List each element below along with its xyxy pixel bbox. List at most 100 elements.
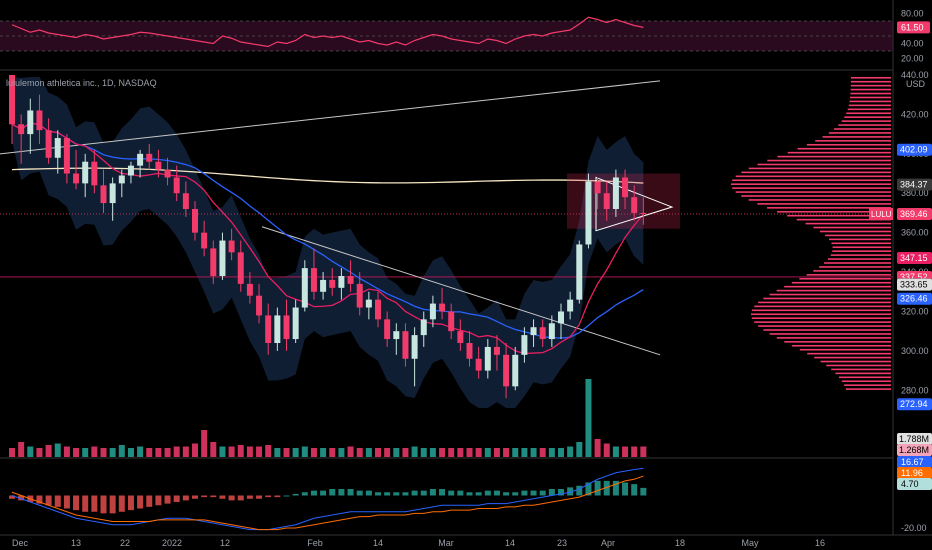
macd-value-badge: [897, 478, 932, 490]
volume-bar: [118, 445, 125, 457]
volume-profile-bar: [844, 116, 891, 118]
ma-20-line: [11, 122, 644, 355]
rsi-axis-tick: 20.00: [901, 54, 924, 64]
volume-bar: [210, 442, 217, 457]
candle-body: [338, 276, 345, 288]
volume-bar: [466, 448, 473, 457]
macd-histogram-bar: [292, 493, 299, 496]
volume-profile-bar: [730, 183, 891, 185]
candle-body: [201, 232, 208, 249]
volume-profile-bar: [777, 155, 891, 158]
candle-body: [310, 268, 317, 292]
volume-bar: [567, 446, 574, 457]
macd-histogram-bar: [329, 489, 336, 496]
macd-histogram-bar: [457, 490, 464, 496]
volume-bar: [539, 448, 546, 457]
volume-profile-bar: [847, 108, 891, 111]
volume-bar: [219, 446, 226, 457]
macd-histogram-bar: [475, 492, 482, 496]
volume-profile-bar: [844, 384, 891, 386]
volume-profile-bar: [846, 112, 891, 115]
volume-profile-bar: [791, 281, 891, 284]
volume-bar: [530, 448, 537, 457]
volume-profile-bar: [813, 226, 891, 229]
volume-profile-bar: [776, 337, 891, 339]
volume-profile-bar: [767, 207, 891, 209]
volume-profile-bar: [735, 191, 891, 193]
macd-histogram-bar: [365, 490, 372, 496]
macd-histogram-bar: [347, 489, 354, 496]
candle-body: [594, 181, 601, 194]
volume-profile-bar: [758, 301, 891, 304]
volume-bar: [228, 446, 235, 457]
price-label: 272.94: [900, 399, 928, 409]
candle-body: [274, 315, 281, 343]
price-label-badge: [897, 208, 932, 221]
volume-profile-bar: [822, 136, 891, 138]
macd-histogram-bar: [63, 495, 70, 509]
candle-body: [100, 185, 107, 204]
volume-profile-bar: [767, 159, 891, 162]
volume-bar: [73, 448, 80, 457]
price-label: 369.46: [900, 209, 928, 219]
volume-bar: [127, 448, 134, 457]
price-label: 402.09: [900, 145, 928, 155]
volume-profile-bar: [850, 88, 891, 91]
volume-bar: [347, 446, 354, 457]
volume-bar: [246, 446, 253, 457]
volume-profile-bar: [828, 132, 891, 134]
signal-line: [11, 475, 644, 531]
volume-profile-bar: [777, 210, 891, 213]
volume-profile-bar: [829, 238, 891, 241]
candle-body: [631, 197, 638, 213]
macd-histogram-bar: [631, 484, 638, 496]
macd-histogram-bar: [210, 495, 217, 498]
macd-histogram-bar: [512, 492, 519, 496]
rsi-axis-tick: 80.00: [901, 9, 924, 19]
macd-histogram-bar: [420, 490, 427, 496]
volume-bar: [576, 442, 583, 457]
volume-profile-bar: [807, 352, 891, 355]
volume-bar: [493, 448, 500, 457]
volume-profile-bar: [784, 285, 891, 288]
volume-profile-bar: [763, 297, 891, 300]
volume-profile-bar: [850, 80, 891, 83]
volume-bar: [173, 446, 180, 457]
volume-bar: [36, 448, 43, 457]
volume-profile-bar: [735, 175, 891, 178]
macd-histogram-bar: [493, 490, 500, 496]
candle-body: [576, 244, 583, 300]
volume-bar: [484, 448, 491, 457]
time-axis-tick: Feb: [307, 538, 323, 548]
macd-histogram-bar: [530, 490, 537, 496]
macd-histogram-bar: [603, 480, 610, 496]
volume-bar: [612, 446, 619, 457]
candle-body: [429, 303, 436, 320]
volume-bar: [27, 446, 34, 457]
volume-profile-bar: [834, 128, 891, 130]
volume-bar: [109, 448, 116, 457]
macd-histogram-bar: [155, 495, 162, 506]
time-axis-tick: 12: [220, 538, 230, 548]
volume-profile-bar: [841, 380, 891, 383]
volume-profile-bar: [748, 199, 891, 201]
volume-profile-bar: [757, 163, 891, 166]
macd-histogram-bar: [18, 495, 25, 501]
macd-histogram-bar: [356, 490, 363, 496]
candle-body: [640, 212, 647, 215]
macd-histogram-bar: [82, 495, 89, 512]
macd-histogram-bar: [466, 492, 473, 496]
volume-bar: [91, 446, 98, 457]
macd-line: [11, 467, 644, 531]
macd-histogram-bar: [36, 495, 43, 504]
ticker-label: LULU: [871, 210, 892, 219]
volume-bar: [201, 430, 208, 457]
price-label-badge: [897, 178, 932, 191]
candle-body: [521, 335, 528, 355]
volume-profile-bar: [848, 104, 891, 107]
volume-bar: [137, 446, 144, 457]
macd-axis-tick: -20.00: [901, 523, 927, 533]
volume-bar: [283, 448, 290, 457]
volume-bar: [365, 448, 372, 457]
